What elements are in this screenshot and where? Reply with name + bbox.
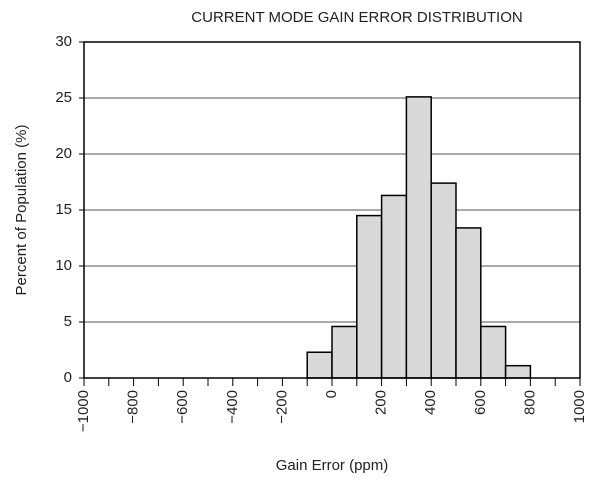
x-tick-label: 1000 [571,390,588,423]
x-tick-label: −1000 [75,390,92,432]
y-tick-label: 25 [55,89,72,106]
y-tick-label: 10 [55,257,72,274]
x-tick-label: 800 [521,390,538,415]
chart-title: CURRENT MODE GAIN ERROR DISTRIBUTION [191,9,522,26]
x-tick-label: 0 [323,390,340,398]
x-tick-label: −400 [224,390,241,424]
x-tick-label: −800 [125,390,142,424]
x-tick-label: 200 [373,390,390,415]
x-axis-label: Gain Error (ppm) [276,457,389,474]
y-tick-label: 0 [64,369,72,386]
bar [331,325,358,379]
y-tick-label: 30 [55,33,72,50]
bar [455,227,482,379]
x-tick-label: −600 [174,390,191,424]
bar [480,325,507,379]
bar [306,351,333,379]
y-tick-label: 15 [55,201,72,218]
bar [380,194,408,379]
bar [430,182,457,379]
bar [405,96,432,379]
bar [504,364,532,379]
x-tick-label: 400 [422,390,439,415]
y-axis-label: Percent of Population (%) [13,125,30,296]
bar [356,214,383,379]
y-tick-label: 20 [55,145,72,162]
x-tick-label: 600 [472,390,489,415]
x-tick-label: −200 [273,390,290,424]
y-tick-label: 5 [64,313,72,330]
